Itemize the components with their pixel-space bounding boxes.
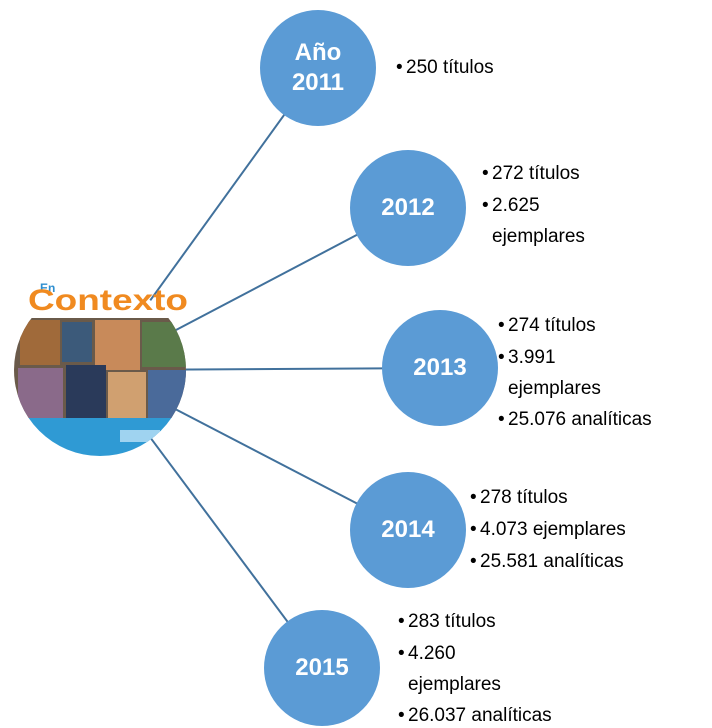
item: 272 títulos — [482, 158, 585, 190]
item-list: 283 títulos 4.260 ejemplares 26.037 analíti… — [398, 606, 552, 728]
item-text: 25.581 analíticas — [480, 551, 624, 572]
year-label: 2015 — [295, 654, 349, 681]
year-circle: Año 2011 — [260, 10, 376, 126]
item: 283 títulos — [398, 606, 552, 638]
item: 3.991 ejemplares — [498, 342, 652, 404]
item-text: 26.037 analíticas — [408, 705, 552, 726]
year-label: 2014 — [381, 516, 435, 543]
year-label: 2013 — [413, 354, 467, 381]
item: 250 títulos — [396, 52, 494, 84]
item-text: 272 títulos — [492, 163, 580, 184]
item-text: 4.260 — [408, 643, 456, 664]
logo-small: En — [40, 281, 55, 295]
year-circle: 2013 — [382, 310, 498, 426]
year-label: 2012 — [381, 194, 435, 221]
item-text: 250 títulos — [406, 57, 494, 78]
item-list: 274 títulos 3.991 ejemplares 25.076 analíti… — [498, 310, 652, 436]
item-text: ejemplares — [408, 674, 501, 695]
item: 4.260 ejemplares — [398, 638, 552, 700]
item: 2.625 ejemplares — [482, 190, 585, 252]
year-circle: 2012 — [350, 150, 466, 266]
year-label: 2011 — [291, 69, 345, 96]
item-list: 250 títulos — [396, 52, 494, 84]
item-text: ejemplares — [508, 378, 601, 399]
item-text: 3.991 — [508, 347, 556, 368]
item: 4.073 ejemplares — [470, 514, 626, 546]
item: 278 títulos — [470, 482, 626, 514]
year-label: Año — [294, 39, 342, 66]
item-text: 283 títulos — [408, 611, 496, 632]
item-text: 274 títulos — [508, 315, 596, 336]
logo: Contexto — [28, 284, 188, 317]
item-text: 25.076 analíticas — [508, 409, 652, 430]
item: 25.076 analíticas — [498, 404, 652, 436]
item-list: 278 títulos 4.073 ejemplares 25.581 analít… — [470, 482, 626, 578]
item: 26.037 analíticas — [398, 700, 552, 728]
item-text: ejemplares — [492, 226, 585, 247]
item: 274 títulos — [498, 310, 652, 342]
item-list: 272 títulos 2.625 ejemplares — [482, 158, 585, 252]
year-circle: 2014 — [350, 472, 466, 588]
item: 25.581 analíticas — [470, 546, 626, 578]
item-text: 2.625 — [492, 195, 540, 216]
year-circle: 2015 — [264, 610, 380, 726]
item-text: 278 títulos — [480, 487, 568, 508]
item-text: 4.073 ejemplares — [480, 519, 626, 540]
